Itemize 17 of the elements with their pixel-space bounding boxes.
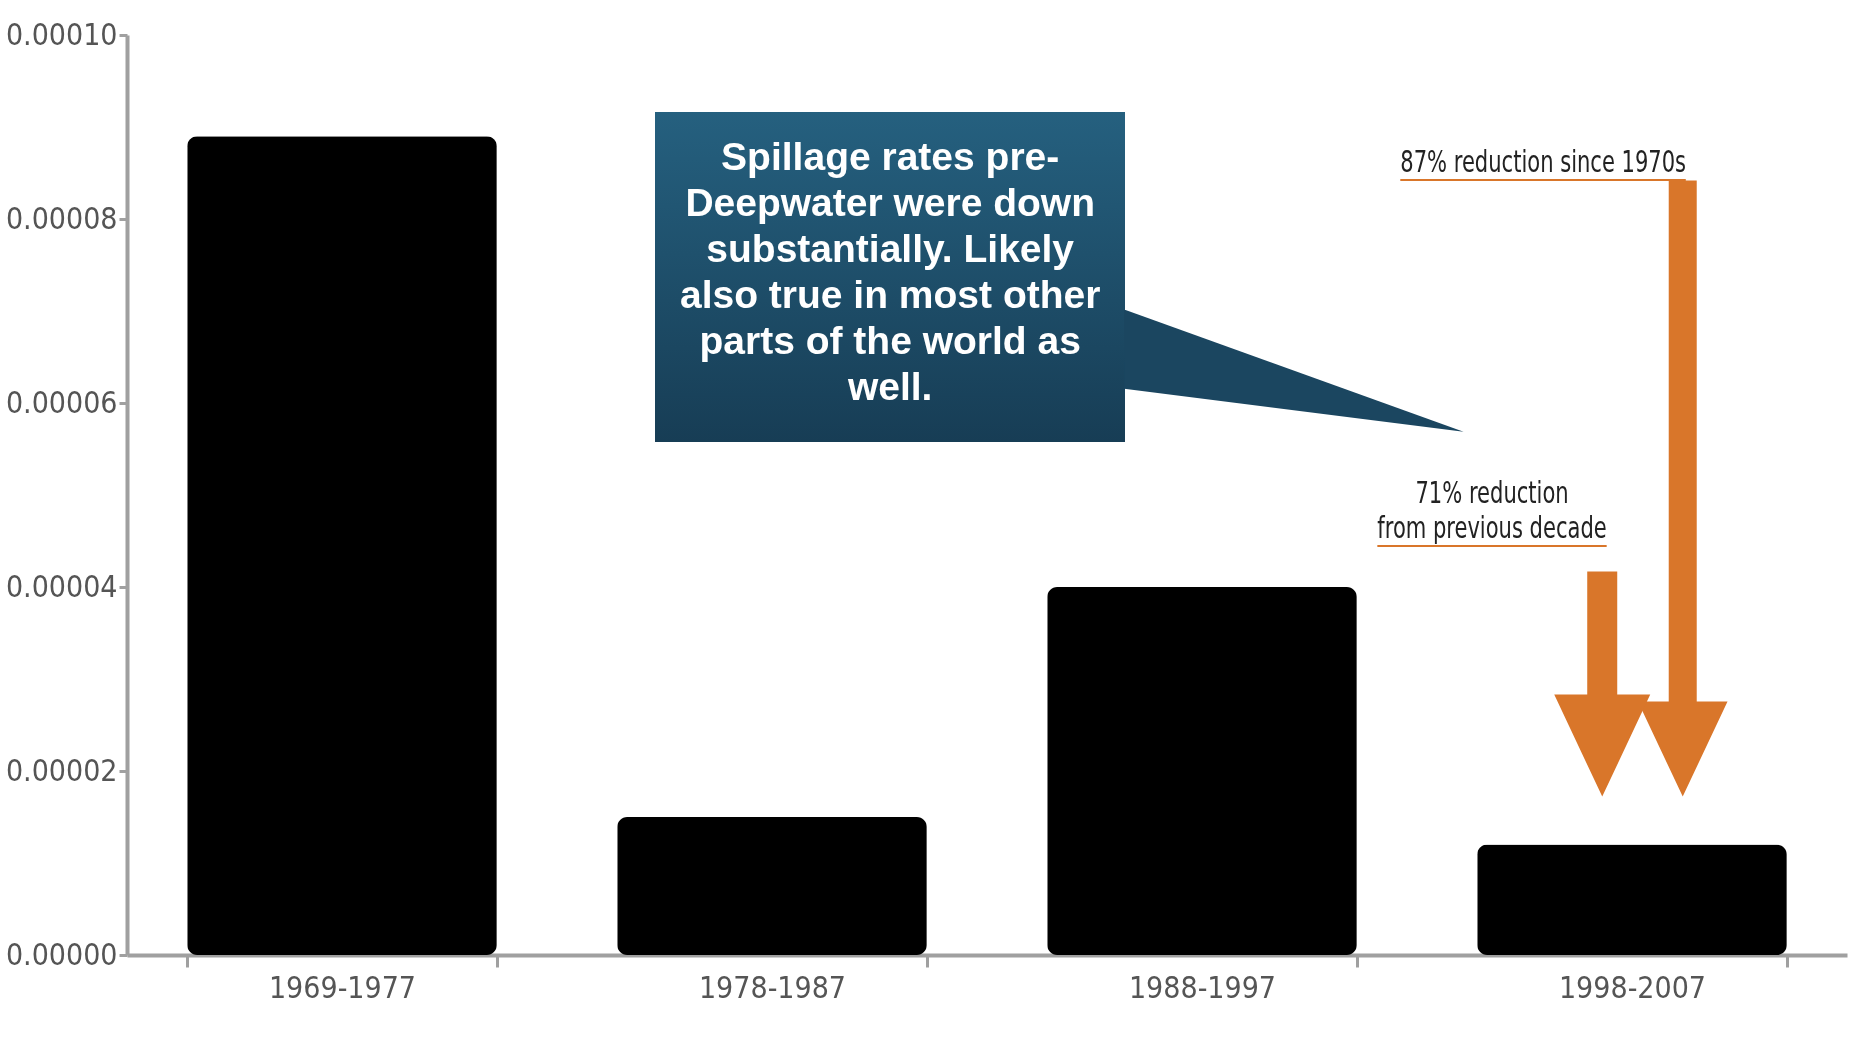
bar bbox=[1047, 587, 1357, 955]
y-tick-label: 0.00000 bbox=[5, 936, 118, 972]
annotation: 71% reduction from previous decade bbox=[1377, 475, 1607, 547]
bar bbox=[617, 817, 927, 955]
bar bbox=[1477, 844, 1787, 955]
y-tick-label: 0.00002 bbox=[5, 752, 118, 788]
x-tick-label: 1969-1977 bbox=[268, 969, 417, 1005]
y-tick-label: 0.00010 bbox=[5, 16, 118, 52]
x-tick-label: 1978-1987 bbox=[698, 969, 847, 1005]
x-tick-label: 1998-2007 bbox=[1558, 969, 1707, 1005]
annotation: Spillage rates pre-Deepwater were down substantially. Likely also true in most other parts of the world as well. bbox=[655, 111, 1126, 442]
bar bbox=[187, 136, 497, 955]
annotation: 87% reduction since 1970s bbox=[1400, 143, 1686, 181]
y-tick-label: 0.00004 bbox=[5, 568, 118, 604]
x-tick-label: 1988-1997 bbox=[1128, 969, 1277, 1005]
y-tick-label: 0.00006 bbox=[5, 384, 118, 420]
y-tick-label: 0.00008 bbox=[5, 200, 118, 236]
